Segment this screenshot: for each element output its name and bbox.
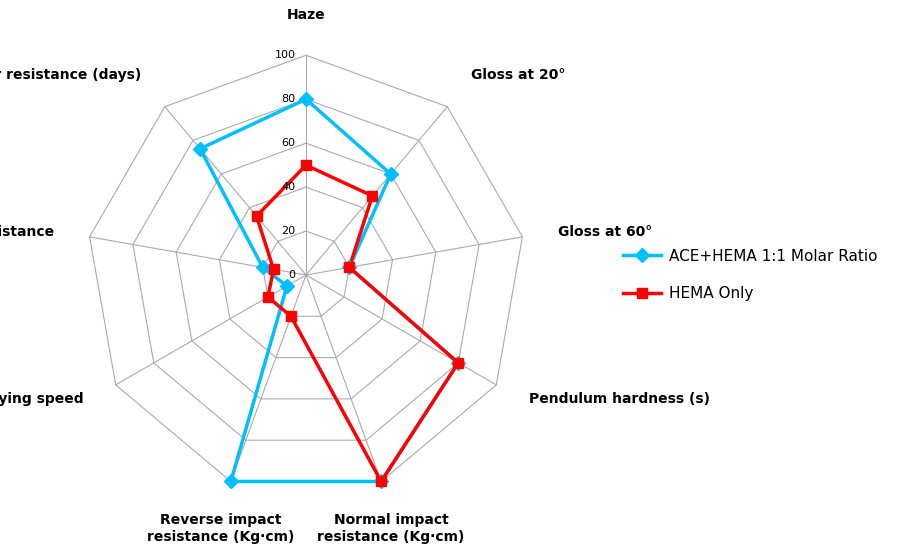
Text: 40: 40 bbox=[282, 182, 296, 192]
Text: 80: 80 bbox=[282, 94, 296, 104]
Text: Haze: Haze bbox=[287, 8, 325, 21]
Text: 60: 60 bbox=[282, 138, 296, 148]
Text: Pendulum hardness (s): Pendulum hardness (s) bbox=[529, 392, 710, 406]
Text: Chemical resistance: Chemical resistance bbox=[0, 225, 54, 239]
Text: Normal impact
resistance (Kg·cm): Normal impact resistance (Kg·cm) bbox=[317, 514, 464, 544]
Text: 20: 20 bbox=[282, 226, 296, 236]
Legend: ACE+HEMA 1:1 Molar Ratio, HEMA Only: ACE+HEMA 1:1 Molar Ratio, HEMA Only bbox=[616, 243, 884, 307]
Text: Reverse impact
resistance (Kg·cm): Reverse impact resistance (Kg·cm) bbox=[148, 514, 295, 544]
Text: 0: 0 bbox=[289, 270, 296, 280]
Text: Water resistance (days): Water resistance (days) bbox=[0, 68, 141, 82]
Text: Gloss at 20°: Gloss at 20° bbox=[471, 68, 565, 82]
Text: Gloss at 60°: Gloss at 60° bbox=[558, 225, 652, 239]
Text: 100: 100 bbox=[274, 50, 296, 60]
Text: Drying speed: Drying speed bbox=[0, 392, 83, 406]
